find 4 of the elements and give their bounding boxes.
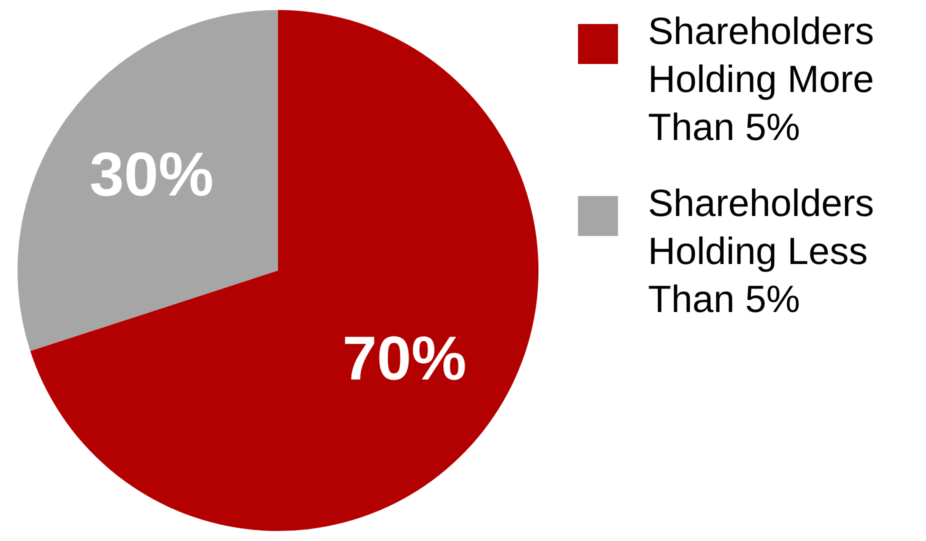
data-label: 30%: [90, 140, 214, 210]
legend-label: Shareholders Holding More Than 5%: [648, 10, 876, 151]
data-label: 70%: [342, 324, 466, 394]
legend-label: Shareholders Holding Less Than 5%: [648, 182, 876, 323]
